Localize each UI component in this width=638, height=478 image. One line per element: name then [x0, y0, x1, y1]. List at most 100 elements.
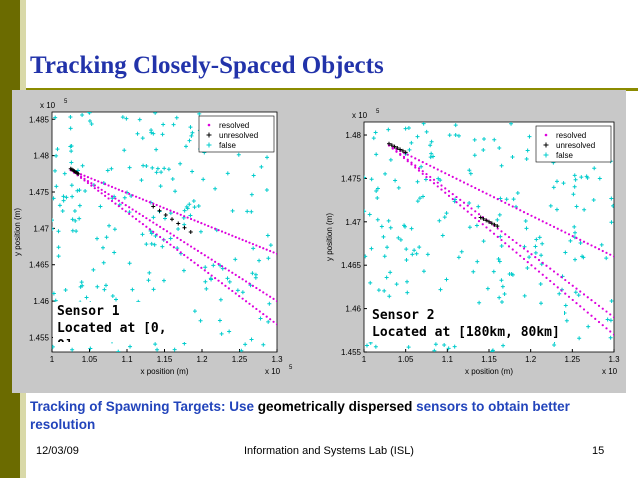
- resolved-track-point: [138, 196, 141, 200]
- resolved-track-point: [193, 247, 196, 250]
- resolved-track-point: [436, 185, 439, 188]
- false-detection-point: [218, 297, 223, 302]
- false-detection-point: [557, 291, 562, 296]
- resolved-track-point: [244, 300, 248, 303]
- resolved-track-point: [549, 279, 552, 283]
- resolved-track-point: [262, 291, 265, 294]
- false-detection-point: [497, 145, 502, 150]
- false-detection-point: [471, 269, 476, 274]
- false-detection-point: [249, 209, 254, 214]
- false-detection-point: [69, 183, 74, 188]
- resolved-track-point: [97, 189, 100, 192]
- false-detection-point: [442, 343, 447, 348]
- false-detection-point: [398, 237, 403, 242]
- false-detection-point: [388, 225, 393, 230]
- false-detection-point: [189, 133, 194, 138]
- false-detection-point: [511, 197, 516, 202]
- slide-caption: Tracking of Spawning Targets: Use geomet…: [30, 398, 610, 434]
- false-detection-point: [251, 246, 256, 251]
- false-detection-point: [80, 113, 85, 118]
- resolved-track-point: [507, 235, 511, 239]
- resolved-track-point: [590, 244, 593, 247]
- unresolved-point: [76, 171, 81, 176]
- resolved-track-point: [258, 289, 261, 292]
- false-detection-point: [101, 260, 106, 265]
- resolved-track-point: [417, 169, 421, 172]
- resolved-track-point: [214, 260, 217, 263]
- resolved-track-point: [432, 166, 436, 169]
- resolved-track-point: [159, 225, 162, 229]
- false-detection-point: [245, 209, 250, 214]
- resolved-track-point: [500, 230, 503, 233]
- false-detection-point: [249, 337, 254, 342]
- resolved-track-point: [124, 191, 127, 194]
- resolved-track-point: [86, 181, 90, 185]
- resolved-track-point: [117, 199, 120, 202]
- false-detection-point: [472, 153, 477, 158]
- resolved-track-point: [432, 182, 436, 185]
- false-detection-point: [187, 138, 192, 143]
- resolved-track-point: [110, 195, 114, 198]
- false-detection-point: [258, 316, 263, 321]
- resolved-track-point: [93, 187, 96, 190]
- resolved-track-point: [414, 157, 417, 160]
- resolved-track-point: [100, 181, 103, 184]
- false-detection-point: [253, 275, 258, 280]
- resolved-track-point: [189, 259, 193, 262]
- resolved-track-point: [196, 264, 200, 267]
- false-detection-point: [421, 122, 426, 126]
- false-detection-point: [491, 269, 496, 274]
- false-detection-point: [151, 215, 156, 220]
- resolved-track-point: [564, 292, 567, 295]
- false-detection-point: [161, 278, 166, 283]
- false-detection-point: [561, 181, 566, 186]
- false-detection-point: [68, 144, 73, 149]
- false-detection-point: [534, 237, 539, 242]
- false-detection-point: [433, 342, 438, 347]
- false-detection-point: [446, 346, 451, 351]
- false-detection-point: [122, 148, 127, 153]
- resolved-track-point: [462, 201, 466, 204]
- resolved-track-point: [93, 178, 96, 182]
- resolved-track-point: [530, 253, 533, 256]
- unresolved-point: [487, 219, 491, 224]
- false-detection-point: [611, 203, 614, 208]
- resolved-track-point: [511, 248, 514, 251]
- false-detection-point: [417, 245, 422, 250]
- false-detection-point: [239, 348, 244, 352]
- resolved-track-point: [429, 164, 432, 167]
- resolved-track-point: [485, 192, 488, 195]
- resolved-track-point: [470, 213, 473, 216]
- resolved-track-point: [567, 281, 571, 285]
- resolved-track-point: [90, 177, 93, 180]
- false-detection-point: [375, 186, 380, 191]
- resolved-track-point: [586, 242, 589, 245]
- resolved-track-point: [440, 170, 443, 173]
- resolved-track-point: [402, 155, 406, 158]
- false-detection-point: [367, 212, 372, 217]
- resolved-track-point: [500, 238, 503, 242]
- resolved-track-point: [451, 193, 454, 196]
- false-detection-point: [524, 226, 529, 231]
- x-tick-label: 1.15: [481, 355, 497, 364]
- resolved-track-point: [556, 286, 559, 289]
- false-detection-point: [499, 244, 504, 249]
- resolved-track-point: [121, 189, 124, 193]
- false-detection-point: [538, 281, 543, 286]
- false-detection-point: [203, 279, 208, 284]
- false-detection-point: [120, 115, 125, 120]
- legend-marker-false: [543, 152, 549, 158]
- false-detection-point: [217, 318, 222, 323]
- resolved-track-point: [203, 223, 206, 226]
- resolved-track-point: [110, 185, 114, 189]
- resolved-track-point: [172, 210, 175, 214]
- false-detection-point: [417, 196, 422, 201]
- resolved-track-point: [121, 201, 124, 205]
- sensor-2-scatter-plot: 1 1.05 1.1 1.15 1.2 1.25 1.3 1.455 1.46 1.465 1.47…: [325, 109, 620, 376]
- false-detection-point: [236, 152, 241, 157]
- false-detection-point: [467, 200, 472, 205]
- false-detection-point: [225, 171, 230, 176]
- false-detection-point: [219, 331, 224, 336]
- false-detection-point: [57, 203, 62, 208]
- y-multiplier-label: x 10: [40, 101, 56, 110]
